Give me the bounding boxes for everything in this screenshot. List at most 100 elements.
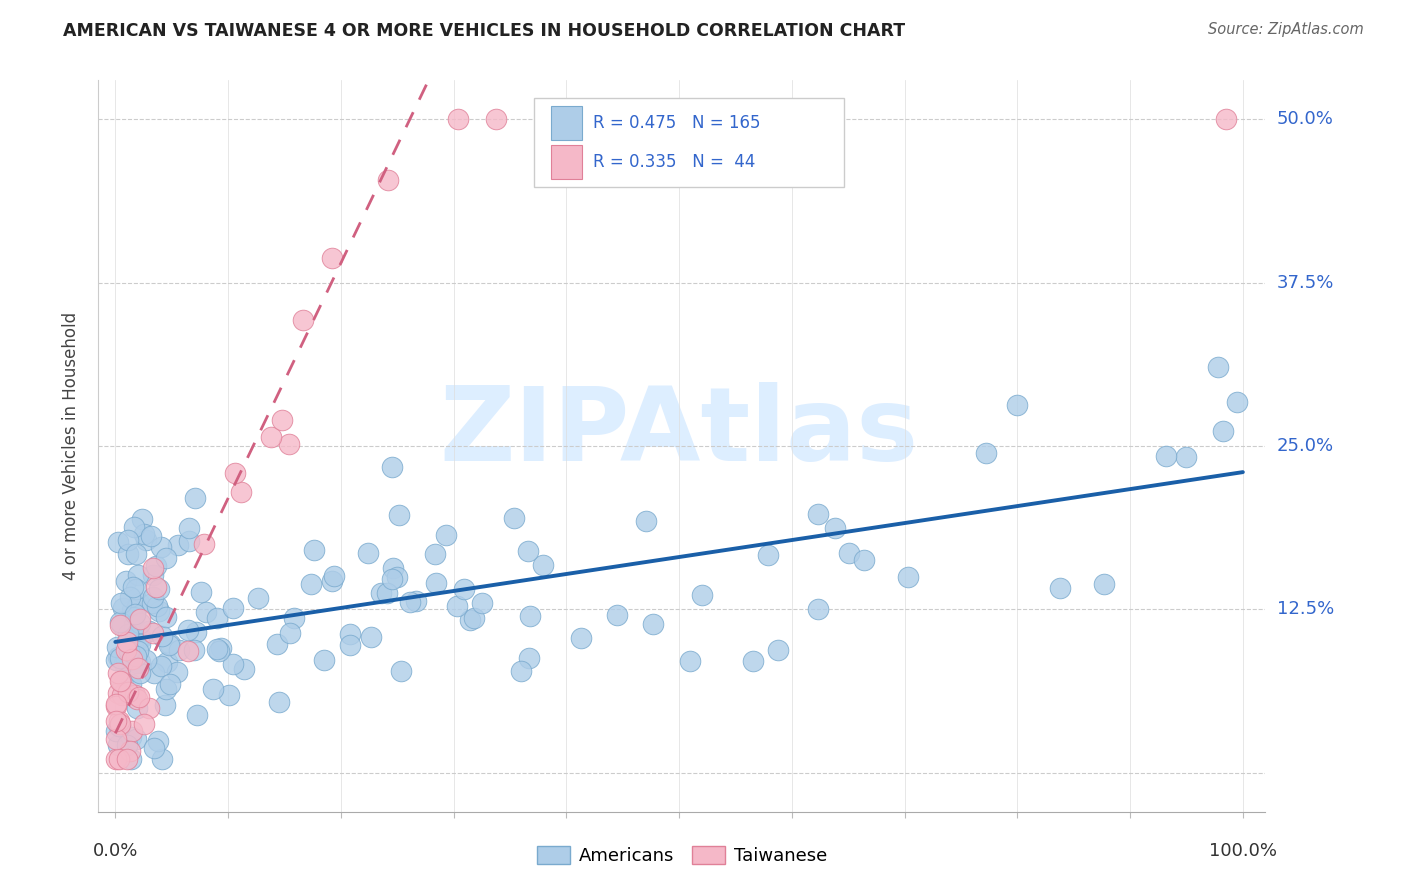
Point: [112, 677, 135, 691]
Text: 25.0%: 25.0%: [1277, 437, 1334, 455]
Point: [453, 582, 475, 596]
Point: [742, 654, 765, 668]
Point: [377, 173, 399, 187]
Point: [118, 590, 141, 604]
Point: [127, 661, 149, 675]
Point: [121, 652, 143, 666]
Point: [127, 600, 149, 615]
Point: [381, 572, 404, 586]
Point: [1212, 424, 1234, 438]
Point: [153, 698, 176, 713]
Point: [135, 653, 157, 667]
Point: [142, 567, 165, 582]
Point: [339, 638, 361, 652]
Point: [641, 617, 664, 632]
Point: [425, 575, 447, 590]
Point: [104, 698, 127, 712]
Point: [485, 112, 508, 127]
Point: [148, 582, 170, 597]
Point: [636, 514, 658, 528]
Point: [120, 643, 142, 657]
Point: [127, 691, 149, 706]
Point: [381, 460, 404, 475]
Point: [569, 631, 592, 645]
Point: [117, 738, 139, 752]
Point: [271, 413, 294, 427]
Point: [122, 520, 145, 534]
Point: [519, 651, 541, 665]
Point: [222, 657, 245, 671]
Point: [399, 595, 422, 609]
Point: [471, 596, 494, 610]
Point: [117, 626, 139, 640]
Text: Source: ZipAtlas.com: Source: ZipAtlas.com: [1208, 22, 1364, 37]
Point: [266, 638, 288, 652]
Point: [510, 664, 533, 678]
Point: [231, 484, 253, 499]
Point: [117, 644, 139, 658]
Point: [463, 611, 485, 625]
Point: [381, 561, 404, 575]
Point: [122, 580, 145, 594]
Point: [838, 546, 860, 560]
Point: [852, 553, 875, 567]
Point: [166, 665, 188, 679]
Point: [807, 507, 830, 521]
Point: [135, 533, 157, 548]
Point: [278, 625, 301, 640]
Point: [150, 658, 173, 673]
Text: AMERICAN VS TAIWANESE 4 OR MORE VEHICLES IN HOUSEHOLD CORRELATION CHART: AMERICAN VS TAIWANESE 4 OR MORE VEHICLES…: [63, 22, 905, 40]
Point: [807, 602, 830, 616]
Point: [159, 677, 181, 691]
Point: [690, 589, 713, 603]
Point: [194, 605, 217, 619]
Point: [107, 535, 129, 549]
Point: [150, 752, 173, 766]
Point: [145, 558, 167, 573]
Point: [128, 632, 150, 646]
Point: [108, 752, 131, 766]
Point: [224, 467, 246, 481]
Point: [118, 744, 141, 758]
Point: [124, 688, 146, 702]
Point: [110, 615, 132, 629]
Point: [121, 723, 143, 738]
Point: [1005, 399, 1028, 413]
Point: [129, 655, 152, 669]
Point: [141, 528, 163, 542]
Point: [141, 596, 163, 610]
Point: [184, 491, 207, 505]
Point: [108, 618, 131, 632]
Point: [1206, 359, 1229, 374]
Point: [423, 547, 446, 561]
Point: [446, 599, 468, 614]
Point: [142, 561, 165, 575]
Point: [117, 685, 139, 699]
Point: [105, 714, 128, 728]
Point: [122, 609, 145, 624]
Point: [283, 611, 305, 625]
Point: [122, 640, 145, 654]
Point: [115, 642, 138, 657]
Point: [447, 112, 470, 127]
Text: 50.0%: 50.0%: [1277, 111, 1333, 128]
Legend: Americans, Taiwanese: Americans, Taiwanese: [530, 838, 834, 872]
Point: [269, 695, 291, 709]
Point: [108, 719, 131, 733]
Point: [756, 548, 779, 562]
Point: [157, 638, 180, 652]
Point: [519, 608, 541, 623]
Text: R = 0.475   N = 165: R = 0.475 N = 165: [593, 114, 761, 132]
Point: [120, 752, 142, 766]
Point: [111, 688, 134, 702]
Point: [128, 690, 150, 705]
Point: [179, 521, 201, 535]
Point: [110, 595, 132, 609]
Point: [193, 537, 215, 551]
Point: [107, 649, 129, 664]
Point: [124, 630, 146, 644]
Point: [117, 547, 139, 561]
Point: [138, 701, 160, 715]
Point: [166, 537, 188, 551]
Point: [434, 528, 457, 542]
